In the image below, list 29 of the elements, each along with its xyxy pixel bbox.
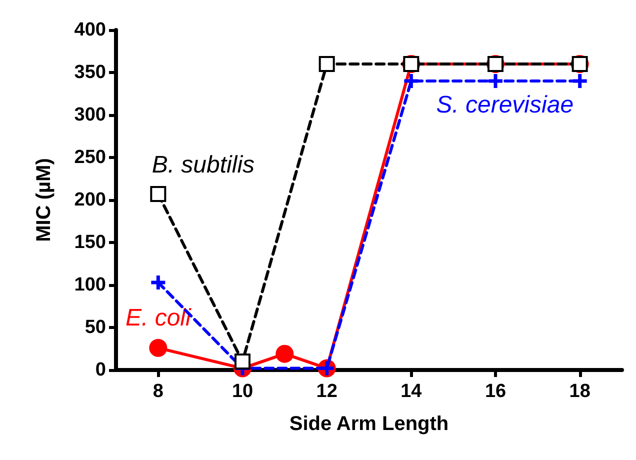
y-tick-label: 250 — [74, 147, 106, 168]
point — [318, 56, 335, 72]
point — [150, 186, 166, 202]
series-label: E. coli — [125, 304, 192, 332]
y-tick-label: 100 — [74, 274, 106, 296]
x-tick-label: 14 — [400, 381, 422, 402]
y-tick-label: 0 — [95, 360, 106, 380]
point — [151, 275, 166, 290]
y-tick-label: 50 — [84, 317, 106, 338]
point — [149, 338, 168, 357]
y-axis-title: MIC (µM) — [33, 158, 55, 242]
point — [404, 74, 418, 88]
series-label: S. cerevisiae — [436, 92, 574, 118]
x-tick-label: 18 — [569, 381, 590, 402]
point — [572, 74, 587, 88]
x-axis-title: Side Arm Length — [289, 413, 449, 435]
x-tick-label: 8 — [152, 381, 164, 402]
y-tick-label: 300 — [74, 104, 106, 126]
series-label: B. subtilis — [152, 152, 255, 179]
x-tick-label: 10 — [232, 381, 254, 402]
point — [234, 354, 250, 370]
x-tick-label: 16 — [484, 381, 506, 402]
x-tick-label: 12 — [316, 381, 338, 402]
y-tick-label: 400 — [74, 20, 106, 40]
point — [488, 74, 502, 88]
y-tick-label: 350 — [74, 62, 106, 83]
y-tick-label: 200 — [74, 190, 106, 210]
y-tick-label: 150 — [74, 232, 106, 253]
point — [276, 344, 294, 363]
